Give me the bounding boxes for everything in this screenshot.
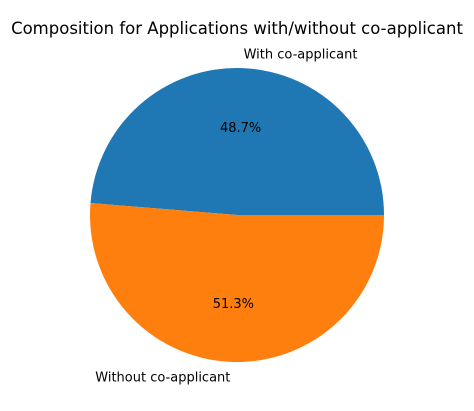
pie-percent-label: 48.7% [220,121,261,136]
pie-slices [89,68,384,363]
pie-percent-label: 51.3% [213,297,254,312]
chart-title: Composition for Applications with/withou… [11,19,463,38]
pie-labels: 48.7% With co-applicant 51.3% Without co-ap… [95,47,357,385]
pie-slice-without-co-applicant [89,203,384,363]
pie-category-label: With co-applicant [244,47,358,62]
pie-slice-with-co-applicant [90,68,384,215]
pie-category-label: Without co-applicant [95,371,230,386]
